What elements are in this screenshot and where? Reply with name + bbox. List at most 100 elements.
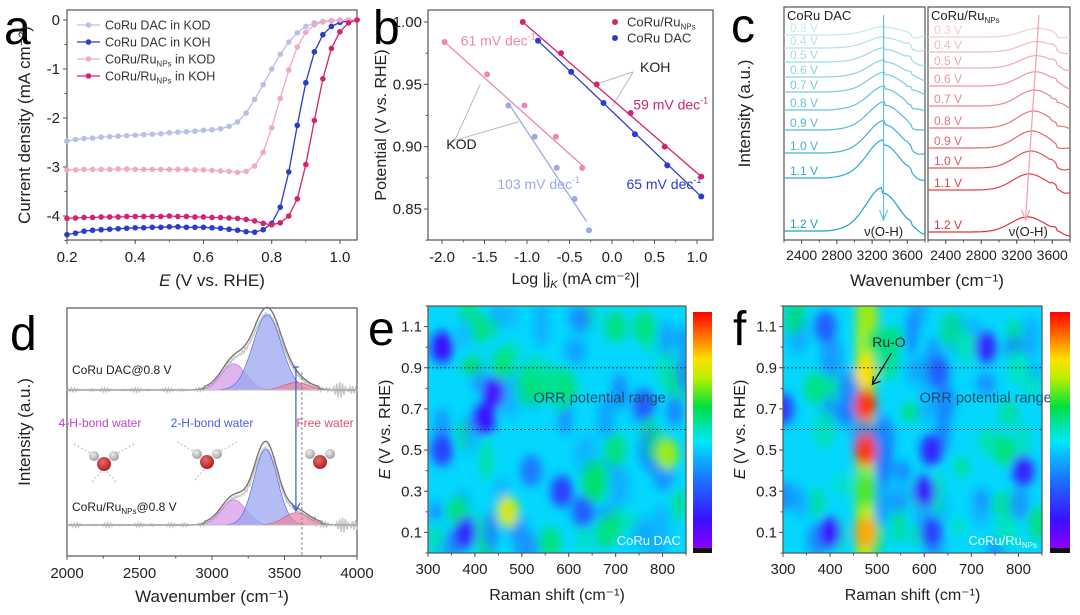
legend-label: CoRu DAC in KOD (105, 19, 211, 33)
sample-label: CoRu/RuNPs (968, 533, 1037, 550)
potential-label: 1.0 V (790, 139, 818, 153)
heatmap-texture-blob (674, 326, 686, 351)
y-axis-label-italic: E (732, 468, 749, 479)
data-point (260, 220, 266, 227)
data-point (209, 214, 215, 221)
data-point (277, 51, 284, 58)
data-point (320, 31, 326, 38)
data-point (294, 29, 301, 36)
heatmap-texture-blob (838, 393, 853, 428)
data-point (140, 224, 147, 231)
x-tick-label: 800 (1006, 561, 1031, 578)
annotation-text: 103 mV dec (497, 176, 572, 192)
y-tick-label: 0.9 (756, 360, 777, 377)
data-point (123, 225, 130, 232)
y-axis-label: Intensity (a.u.) (735, 60, 754, 168)
water-molecule-icon (73, 443, 135, 483)
annotation-sup: -1 (693, 175, 701, 185)
panel-letter-f: f (733, 303, 747, 356)
heatmap-texture-blob (832, 473, 853, 497)
x-axis-label-text: Log |j (511, 271, 550, 288)
data-point (568, 68, 575, 75)
heatmap-hotspot (783, 392, 794, 425)
data-point (303, 23, 309, 30)
heatmap-texture-blob (810, 486, 824, 519)
y-tick-label: 0 (52, 12, 60, 29)
data-point (535, 37, 542, 44)
subplot-title-sub: NPs (984, 16, 999, 25)
heatmap-hotspot (492, 347, 515, 380)
annotation-text: KOD (446, 136, 476, 152)
data-point (115, 133, 121, 139)
data-point (661, 143, 668, 150)
heatmap-texture-blob (612, 373, 628, 411)
data-point (175, 166, 181, 173)
data-point (175, 223, 181, 230)
heatmap-hotspot (431, 434, 454, 467)
x-tick-label: 3200 (1001, 247, 1032, 263)
data-point (553, 164, 560, 171)
heatmap-texture-blob (1022, 315, 1038, 361)
data-point (200, 224, 207, 231)
heatmap-hotspot (854, 475, 877, 508)
colorbar-min-cap (693, 548, 712, 553)
h-bond-line (115, 443, 135, 455)
data-point (158, 166, 164, 173)
data-point (115, 214, 121, 220)
x-tick-label: 600 (912, 561, 937, 578)
heatmap-texture-blob (975, 372, 996, 395)
data-point (140, 213, 147, 220)
data-point (123, 213, 130, 220)
data-point (98, 134, 104, 140)
x-tick-label: 3200 (857, 247, 888, 263)
data-point (505, 102, 512, 109)
data-point (175, 129, 181, 136)
sample-label-main: CoRu DAC (617, 533, 681, 548)
potential-label: 0.5 V (934, 54, 962, 68)
legend-label-main: CoRu/Ru (627, 15, 680, 30)
h-bond-line (194, 465, 208, 481)
h-bond-line (91, 467, 105, 483)
x-axis-label: Raman shift (cm⁻¹) (845, 587, 981, 604)
trend-arrow-head (879, 209, 889, 222)
data-point (664, 162, 671, 169)
spectrum-trace (784, 35, 926, 52)
x-axis-label: Raman shift (cm⁻¹) (489, 587, 625, 604)
heatmap-texture-blob (666, 395, 683, 427)
slope-annotation: 59 mV dec-1 (633, 95, 708, 112)
spectrum-trace (928, 27, 1070, 39)
y-axis-label-italic: E (377, 468, 394, 479)
potential-label: 0.4 V (790, 34, 818, 48)
potential-label: 0.3 V (934, 23, 962, 37)
x-tick-label: 0.8 (261, 249, 282, 266)
potential-label: 0.9 V (934, 134, 962, 148)
heatmap-surface (783, 306, 1042, 553)
y-tick-label: -4 (47, 208, 60, 225)
heatmap-hotspot (854, 355, 877, 388)
heatmap-hotspot (496, 495, 519, 528)
potential-label: 1.1 V (790, 164, 818, 178)
heatmap-texture-blob (905, 310, 918, 355)
heatmap-hotspot (913, 475, 936, 508)
legend-label-sub: NPs (680, 23, 695, 32)
data-point (277, 220, 284, 226)
heatmap-surface (428, 306, 686, 553)
heatmap-texture-blob (428, 525, 445, 552)
data-point (183, 213, 190, 220)
spectrum-trace (784, 119, 926, 155)
spectrum-trace (784, 25, 926, 39)
data-point (89, 135, 96, 141)
x-tick-label: 700 (603, 561, 628, 578)
data-point (243, 110, 249, 116)
y-tick-label: 0.9 (401, 360, 422, 377)
heatmap-hotspot (527, 372, 550, 405)
heatmap-texture-blob (651, 504, 671, 552)
heatmap-hotspot (604, 434, 627, 467)
heatmap-texture-blob (463, 423, 479, 456)
data-point (277, 204, 284, 210)
heatmap-hotspot (819, 516, 842, 549)
data-point (106, 133, 113, 140)
kod-pointer-line (454, 121, 519, 141)
data-point (72, 167, 79, 173)
panel-letter-e: e (368, 303, 395, 356)
